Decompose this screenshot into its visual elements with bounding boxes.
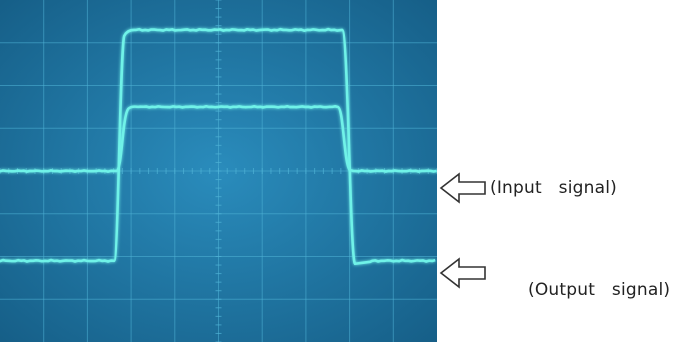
traces [0,27,437,266]
output-signal-label: (Output signal) [528,280,671,300]
left-arrow-icon [439,172,486,204]
left-arrow-icon [439,257,486,289]
input-signal-trace [0,104,437,173]
graticule [0,0,437,342]
input-signal-label: (Input signal) [490,178,617,198]
oscilloscope-screen [0,0,437,342]
output-signal-trace [0,27,436,266]
